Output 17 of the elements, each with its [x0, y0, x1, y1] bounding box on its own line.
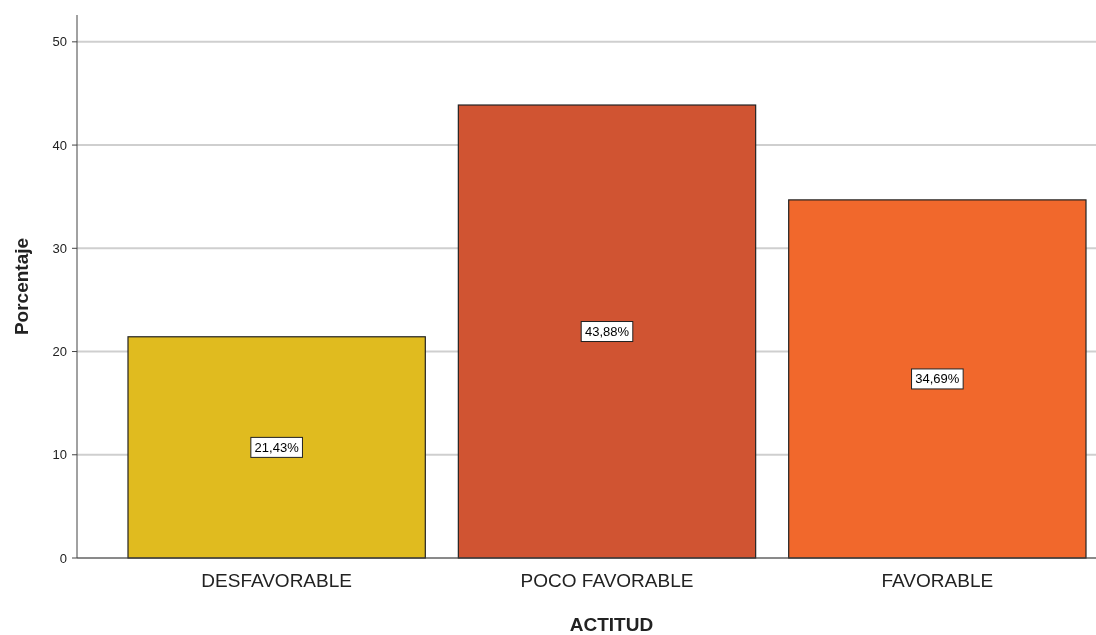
x-tick-label: POCO FAVORABLE [520, 570, 694, 591]
x-tick-label: DESFAVORABLE [201, 570, 352, 591]
y-axis-title: Porcentaje [11, 237, 32, 336]
y-tick-label: 50 [52, 34, 67, 50]
x-axis-title: ACTITUD [569, 614, 654, 635]
bar [127, 336, 426, 559]
data-label: 34,69% [915, 371, 960, 387]
y-tick-label: 40 [52, 137, 67, 153]
bar [788, 199, 1087, 559]
y-tick-label: 20 [52, 344, 67, 360]
y-tick-label: 30 [52, 240, 67, 256]
data-label: 21,43% [254, 439, 300, 455]
y-tick-label: 10 [52, 447, 67, 463]
x-tick-label: FAVORABLE [881, 570, 994, 591]
bar [457, 104, 757, 559]
data-label: 43,88% [584, 324, 630, 340]
y-tick-label: 0 [59, 550, 67, 566]
